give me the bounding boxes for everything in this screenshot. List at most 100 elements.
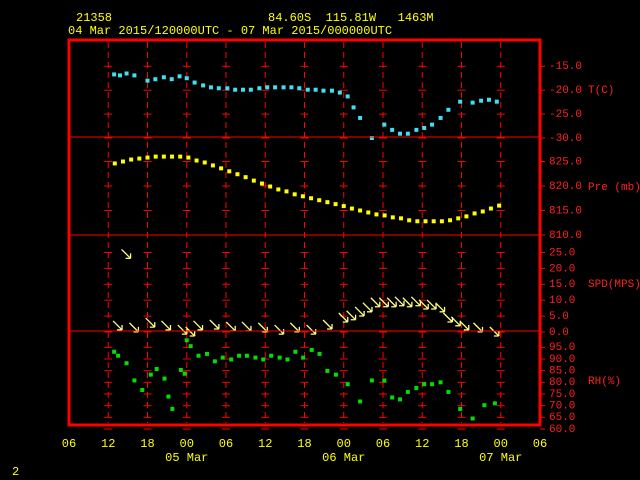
point	[153, 77, 158, 82]
point	[482, 403, 487, 408]
point	[184, 76, 189, 81]
point	[205, 351, 210, 356]
arrow-shape	[402, 297, 413, 308]
y-tick-label: 60.0	[549, 424, 575, 436]
point	[382, 378, 387, 383]
point	[148, 372, 153, 377]
point	[132, 73, 137, 78]
arrow-shape	[145, 317, 156, 328]
point	[317, 351, 322, 356]
wind-arrow	[306, 324, 317, 335]
x-tick-label: 18	[297, 437, 311, 451]
point	[210, 163, 215, 168]
point	[431, 219, 436, 224]
arrow-shape	[322, 319, 333, 330]
y-axis-label: Pre (mb)	[588, 182, 640, 194]
arrow-shape	[435, 302, 446, 313]
point	[201, 83, 206, 88]
wind-arrow	[193, 320, 204, 331]
wind-arrow	[362, 302, 373, 313]
wind-arrow	[177, 324, 188, 335]
wind-arrow	[274, 324, 285, 335]
point	[248, 87, 253, 92]
point	[472, 211, 477, 216]
point	[219, 166, 224, 171]
wind-arrow	[225, 321, 236, 332]
point	[390, 395, 395, 400]
date-label: 05 Mar	[165, 451, 208, 465]
point	[358, 115, 363, 120]
point	[186, 155, 191, 160]
arrow-shape	[241, 321, 252, 332]
y-tick-label: 20.0	[549, 263, 575, 275]
point	[116, 353, 121, 358]
point	[229, 357, 234, 362]
point	[333, 372, 338, 377]
point	[137, 156, 142, 161]
point	[446, 107, 451, 112]
point	[470, 416, 475, 421]
y-tick-label: 80.0	[549, 377, 575, 389]
point	[439, 219, 444, 224]
arrow-shape	[193, 320, 204, 331]
arrow-shape	[386, 297, 397, 308]
arrow-shape	[354, 306, 365, 317]
point	[297, 86, 302, 91]
wind-arrow	[121, 248, 132, 260]
location: 84.60S 115.81W 1463M	[268, 11, 434, 25]
point	[132, 378, 137, 383]
point	[301, 355, 306, 360]
x-tick-label: 06	[376, 437, 390, 451]
x-tick-label: 06	[62, 437, 76, 451]
point	[438, 380, 443, 385]
wind-arrow	[426, 299, 437, 310]
point	[166, 394, 171, 399]
y-tick-label: -20.0	[549, 85, 582, 97]
y-tick-label: 820.0	[549, 181, 582, 193]
point	[227, 169, 232, 174]
arrow-shape	[225, 321, 236, 332]
y-tick-label: 95.0	[549, 342, 575, 354]
arrow-shape	[418, 299, 429, 310]
y-axis-label: RH(%)	[588, 376, 621, 388]
point	[178, 367, 183, 372]
point	[414, 127, 419, 132]
point	[269, 353, 274, 358]
x-tick-label: 06	[533, 437, 547, 451]
wind-arrow	[112, 320, 123, 331]
wind-arrow	[322, 319, 333, 330]
point	[237, 353, 242, 358]
x-tick-label: 06	[219, 437, 233, 451]
point	[464, 214, 469, 219]
y-tick-label: 815.0	[549, 205, 582, 217]
arrow-shape	[410, 296, 422, 307]
point	[470, 100, 475, 105]
point	[309, 196, 314, 201]
arrow-shape	[370, 297, 381, 308]
point	[178, 154, 183, 159]
point	[351, 105, 356, 110]
arrow-shape	[274, 324, 285, 335]
date-label: 07 Mar	[479, 451, 522, 465]
wind-arrow	[241, 321, 252, 332]
point	[430, 122, 435, 127]
point	[261, 357, 266, 362]
point	[202, 160, 207, 165]
arrow-shape	[112, 320, 123, 331]
point	[488, 206, 493, 211]
y-tick-label: 75.0	[549, 389, 575, 401]
wind-arrow	[346, 310, 357, 321]
point	[329, 88, 334, 93]
wind-arrow	[354, 306, 365, 317]
x-tick-label: 00	[337, 437, 351, 451]
arrow-shape	[394, 296, 405, 307]
arrow-shape	[338, 312, 349, 323]
point	[458, 406, 463, 411]
point	[486, 97, 491, 102]
point	[120, 159, 125, 164]
point	[112, 349, 117, 354]
x-tick-label: 00	[494, 437, 508, 451]
y-tick-label: -15.0	[549, 61, 582, 73]
point	[162, 376, 167, 381]
